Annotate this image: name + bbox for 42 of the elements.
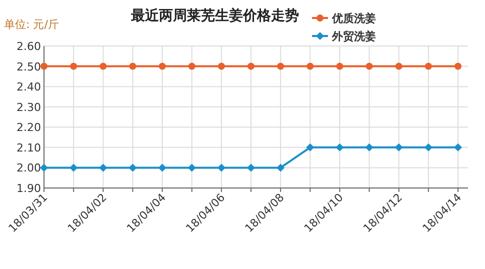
point (218, 62, 225, 70)
point (247, 164, 255, 172)
point (129, 62, 136, 70)
y-tick-label: 2.30 (16, 100, 41, 114)
point (277, 62, 284, 70)
point (454, 62, 462, 70)
legend-label: 外贸洗姜 (331, 30, 376, 43)
point (99, 164, 108, 172)
text: 单位: 元/斤 (4, 18, 59, 31)
point (424, 62, 432, 70)
point (306, 62, 314, 70)
point (158, 62, 166, 70)
y-tick-label: 2.00 (16, 162, 41, 175)
point (128, 164, 137, 172)
point (188, 164, 196, 172)
point (395, 62, 402, 70)
y-tick-label: 2.40 (16, 80, 41, 94)
point (454, 143, 462, 152)
point (336, 62, 344, 70)
y-tick-label: 2.20 (16, 121, 41, 134)
point (336, 143, 344, 152)
legend-label: 优质洗姜 (331, 12, 376, 25)
chart-title: 最近两周莱芜生姜价格走势 (130, 7, 299, 24)
point (306, 143, 314, 152)
point (188, 62, 196, 70)
y-tick-label: 1.90 (16, 182, 41, 195)
point (365, 143, 374, 152)
point (70, 62, 78, 70)
point (40, 62, 48, 70)
point (394, 143, 403, 152)
point (40, 164, 48, 172)
point (424, 143, 432, 152)
y-tick-label: 2.10 (16, 141, 41, 154)
point (217, 164, 226, 172)
point (248, 62, 254, 70)
point (366, 62, 373, 70)
y-tick-label: 2.50 (16, 60, 41, 74)
point (158, 164, 166, 172)
point (100, 62, 107, 70)
point (276, 164, 285, 172)
y-tick-label: 2.60 (16, 40, 41, 53)
point (70, 164, 78, 172)
